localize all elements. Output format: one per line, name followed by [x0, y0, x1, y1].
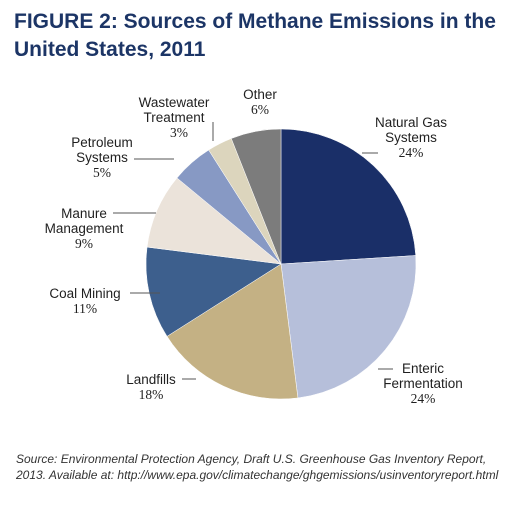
pie-slice-other	[230, 128, 282, 265]
label-coal-mining-value: 11%	[72, 301, 98, 316]
label-landfills-name: Landfills	[126, 372, 176, 387]
label-petroleum-value: 5%	[93, 165, 111, 180]
label-other-name: Other	[243, 87, 277, 102]
label-petroleum: Petroleum Systems 5%	[62, 135, 142, 180]
label-natural-gas: Natural Gas Systems 24%	[368, 115, 454, 160]
leader-lines	[113, 122, 393, 380]
label-wastewater: Wastewater Treatment 3%	[126, 95, 222, 140]
chart-title: FIGURE 2: Sources of Methane Emissions i…	[14, 10, 496, 61]
label-petroleum-name: Petroleum Systems	[71, 135, 133, 165]
pie-slice-natural-gas-systems	[280, 128, 416, 265]
label-other-value: 6%	[251, 102, 269, 117]
label-manure-name: Manure Management	[44, 206, 124, 236]
label-enteric-name: Enteric Fermentation	[383, 361, 463, 391]
label-manure-value: 9%	[75, 236, 93, 251]
label-wastewater-value: 3%	[170, 125, 188, 140]
pie-slices	[145, 128, 417, 400]
label-coal-mining: Coal Mining 11%	[40, 286, 130, 316]
label-manure: Manure Management 9%	[36, 206, 132, 251]
label-natural-gas-value: 24%	[398, 145, 424, 160]
label-other: Other 6%	[234, 87, 286, 117]
source-note: Source: Environmental Protection Agency,…	[16, 452, 499, 482]
label-enteric: Enteric Fermentation 24%	[373, 361, 473, 406]
label-wastewater-name: Wastewater Treatment	[138, 95, 210, 125]
label-landfills-value: 18%	[138, 387, 164, 402]
pie-slice-landfills	[166, 263, 299, 400]
pie-slice-enteric-fermentation	[280, 255, 417, 399]
label-coal-mining-name: Coal Mining	[49, 286, 121, 301]
label-enteric-value: 24%	[410, 391, 436, 406]
label-natural-gas-name: Natural Gas Systems	[374, 115, 448, 145]
label-landfills: Landfills 18%	[120, 372, 182, 402]
